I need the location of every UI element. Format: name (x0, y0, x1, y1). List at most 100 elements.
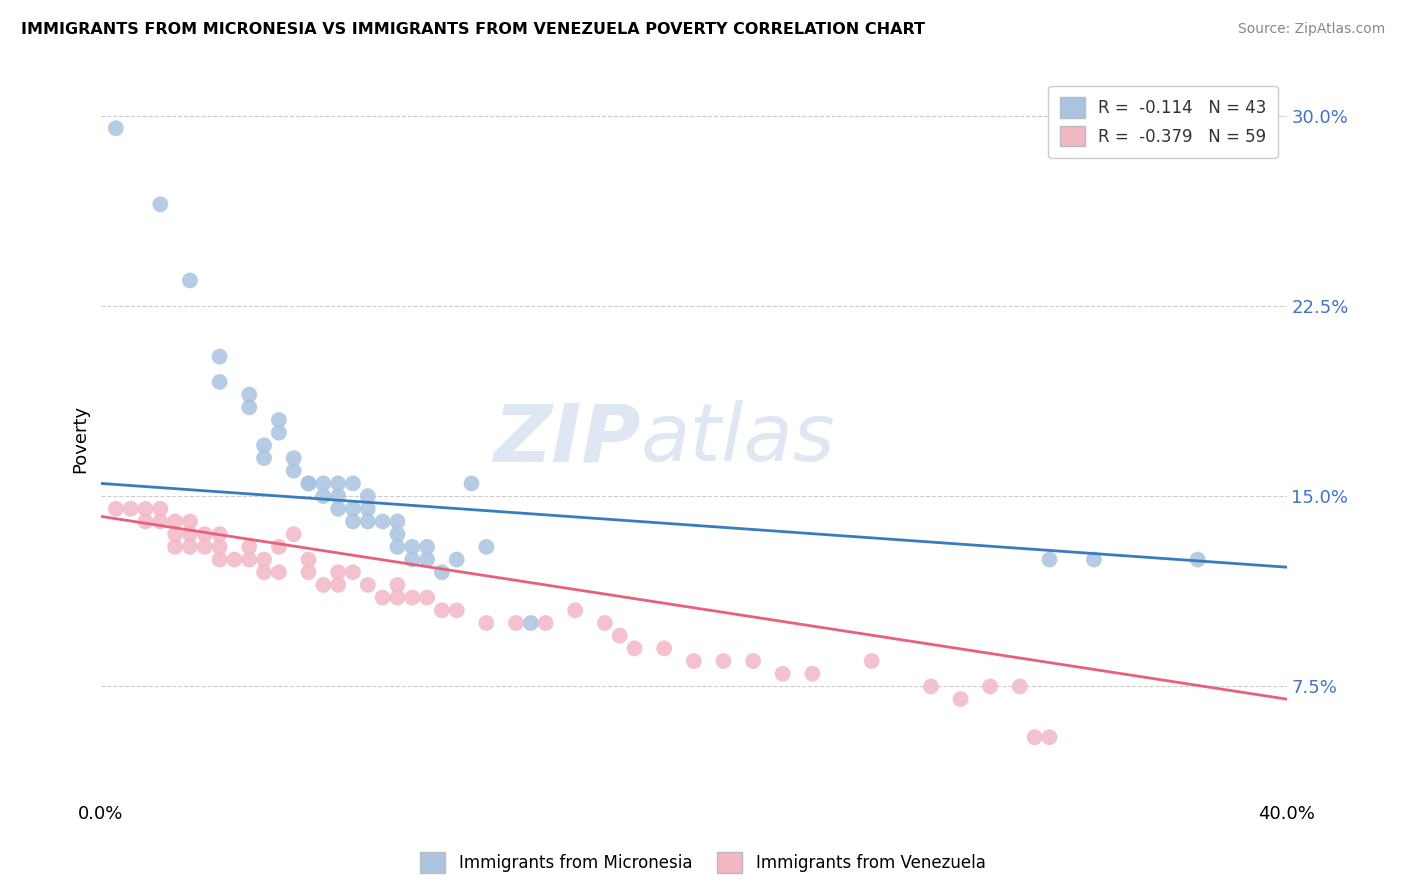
Point (357, 578, 380, 592)
Point (253, 566, 276, 580)
Point (1038, 730, 1060, 744)
Point (401, 552, 423, 566)
Point (238, 540, 260, 554)
Point (1083, 552, 1105, 566)
Point (416, 552, 439, 566)
Point (179, 527, 201, 541)
Point (267, 566, 290, 580)
Point (312, 578, 335, 592)
Point (179, 515, 201, 529)
Point (742, 654, 765, 668)
Point (165, 515, 187, 529)
Point (357, 515, 380, 529)
Point (949, 692, 972, 706)
Point (682, 654, 704, 668)
Point (534, 615, 557, 630)
Point (357, 489, 380, 503)
Y-axis label: Poverty: Poverty (72, 405, 89, 473)
Point (208, 350, 231, 364)
Point (505, 615, 527, 630)
Point (253, 552, 276, 566)
Point (446, 603, 468, 617)
Point (371, 515, 394, 529)
Point (387, 527, 409, 541)
Point (283, 451, 305, 466)
Point (979, 680, 1001, 694)
Point (430, 603, 453, 617)
Point (357, 501, 380, 516)
Point (801, 666, 824, 681)
Point (149, 501, 172, 516)
Point (208, 527, 231, 541)
Point (564, 603, 586, 617)
Point (387, 515, 409, 529)
Point (297, 476, 319, 491)
Point (328, 566, 350, 580)
Point (416, 591, 439, 605)
Point (104, 121, 127, 136)
Text: Source: ZipAtlas.com: Source: ZipAtlas.com (1237, 22, 1385, 37)
Point (416, 540, 439, 554)
Point (713, 654, 735, 668)
Point (283, 527, 305, 541)
Point (1024, 730, 1046, 744)
Point (238, 387, 260, 401)
Point (342, 515, 364, 529)
Point (165, 527, 187, 541)
Point (134, 515, 156, 529)
Point (267, 425, 290, 440)
Point (387, 578, 409, 592)
Point (475, 540, 498, 554)
Point (224, 552, 246, 566)
Point (165, 540, 187, 554)
Point (267, 413, 290, 427)
Text: atlas: atlas (641, 400, 835, 478)
Point (208, 540, 231, 554)
Point (194, 540, 217, 554)
Point (179, 540, 201, 554)
Point (475, 615, 498, 630)
Point (208, 552, 231, 566)
Point (623, 641, 645, 656)
Point (149, 515, 172, 529)
Legend: R =  -0.114   N = 43, R =  -0.379   N = 59: R = -0.114 N = 43, R = -0.379 N = 59 (1049, 86, 1278, 158)
Point (401, 591, 423, 605)
Point (460, 476, 482, 491)
Point (179, 273, 201, 287)
Point (238, 401, 260, 415)
Point (371, 591, 394, 605)
Legend: Immigrants from Micronesia, Immigrants from Venezuela: Immigrants from Micronesia, Immigrants f… (413, 846, 993, 880)
Point (1008, 680, 1031, 694)
Text: IMMIGRANTS FROM MICRONESIA VS IMMIGRANTS FROM VENEZUELA POVERTY CORRELATION CHAR: IMMIGRANTS FROM MICRONESIA VS IMMIGRANTS… (21, 22, 925, 37)
Point (860, 654, 883, 668)
Point (134, 501, 156, 516)
Point (104, 501, 127, 516)
Point (920, 680, 942, 694)
Point (297, 476, 319, 491)
Point (297, 552, 319, 566)
Point (387, 591, 409, 605)
Point (520, 615, 543, 630)
Point (328, 476, 350, 491)
Point (772, 666, 794, 681)
Point (120, 501, 142, 516)
Point (609, 629, 631, 643)
Point (401, 540, 423, 554)
Point (446, 552, 468, 566)
Point (238, 552, 260, 566)
Point (342, 476, 364, 491)
Point (1038, 552, 1060, 566)
Text: ZIP: ZIP (494, 400, 641, 478)
Point (253, 451, 276, 466)
Point (267, 540, 290, 554)
Point (387, 540, 409, 554)
Point (328, 501, 350, 516)
Point (208, 375, 231, 389)
Point (283, 464, 305, 478)
Point (312, 476, 335, 491)
Point (342, 501, 364, 516)
Point (328, 489, 350, 503)
Point (328, 578, 350, 592)
Point (253, 438, 276, 452)
Point (593, 615, 616, 630)
